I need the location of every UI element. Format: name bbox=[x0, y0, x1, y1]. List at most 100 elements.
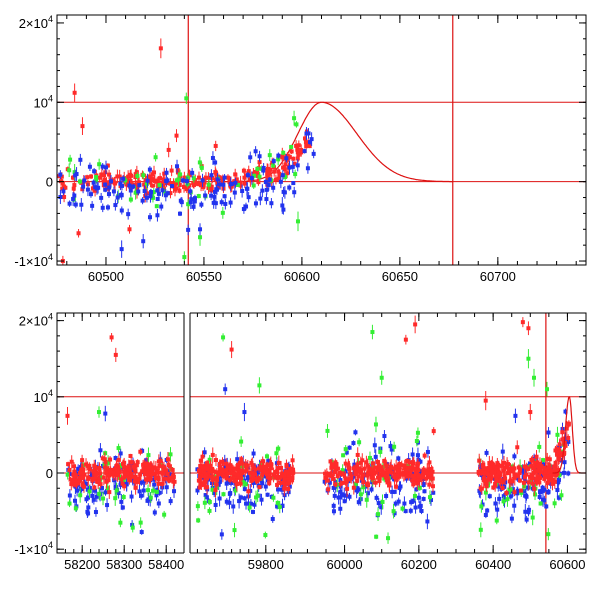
data-point bbox=[496, 484, 501, 489]
data-point bbox=[553, 460, 558, 465]
data-point bbox=[217, 479, 222, 484]
data-point bbox=[85, 175, 90, 180]
data-point bbox=[398, 484, 403, 489]
data-point bbox=[538, 489, 543, 494]
data-point bbox=[271, 163, 276, 168]
data-point bbox=[119, 477, 124, 482]
data-point bbox=[97, 410, 101, 415]
data-point bbox=[128, 178, 133, 183]
y-tick-label: -1×104 bbox=[14, 540, 53, 557]
data-point bbox=[107, 172, 112, 177]
data-point bbox=[62, 194, 67, 199]
data-point bbox=[276, 446, 281, 451]
data-point bbox=[91, 469, 96, 474]
data-point bbox=[117, 470, 122, 475]
data-point bbox=[482, 471, 487, 476]
data-point bbox=[232, 478, 237, 483]
data-point bbox=[547, 457, 552, 462]
data-point bbox=[325, 428, 330, 433]
data-point bbox=[233, 180, 238, 185]
data-point bbox=[165, 178, 170, 183]
data-point bbox=[210, 477, 215, 482]
data-point bbox=[61, 189, 66, 194]
data-point bbox=[372, 443, 377, 448]
data-point bbox=[338, 506, 343, 511]
x-tick-label: 60550 bbox=[186, 269, 222, 284]
data-point bbox=[546, 465, 551, 470]
data-point bbox=[135, 174, 140, 179]
data-point bbox=[281, 207, 286, 212]
data-point bbox=[283, 175, 288, 180]
data-point bbox=[154, 493, 159, 498]
data-point bbox=[225, 175, 230, 180]
y-tick-label: 0 bbox=[46, 466, 53, 481]
data-point bbox=[116, 491, 121, 496]
data-point bbox=[386, 536, 391, 541]
data-point bbox=[393, 501, 398, 506]
data-point bbox=[351, 466, 356, 471]
y-tick-label: 2×104 bbox=[19, 14, 53, 31]
data-point bbox=[541, 465, 546, 470]
data-point bbox=[277, 171, 282, 176]
data-point bbox=[343, 476, 348, 481]
data-point bbox=[512, 454, 517, 459]
data-point bbox=[541, 462, 546, 467]
data-point bbox=[107, 185, 112, 190]
data-point bbox=[559, 453, 564, 458]
series-red bbox=[66, 420, 571, 499]
data-point bbox=[209, 193, 214, 198]
data-point bbox=[387, 483, 392, 488]
data-point bbox=[113, 203, 118, 208]
data-point bbox=[400, 471, 405, 476]
data-point bbox=[532, 486, 537, 491]
data-point bbox=[128, 188, 133, 193]
x-tick-label: 60700 bbox=[480, 269, 516, 284]
data-point bbox=[170, 184, 175, 189]
data-point bbox=[191, 183, 196, 188]
data-point bbox=[224, 481, 229, 486]
data-point bbox=[417, 504, 422, 509]
data-point bbox=[87, 164, 92, 169]
data-point bbox=[152, 170, 157, 175]
data-point bbox=[265, 492, 270, 497]
data-point bbox=[165, 191, 170, 196]
data-point bbox=[280, 203, 285, 208]
data-point bbox=[81, 483, 86, 488]
data-point bbox=[228, 182, 233, 187]
data-point bbox=[168, 499, 173, 504]
data-point bbox=[408, 470, 413, 475]
y-tick-mantissa: -1×10 bbox=[14, 254, 48, 269]
data-point bbox=[392, 489, 397, 494]
data-point bbox=[160, 181, 165, 186]
data-point bbox=[329, 462, 334, 467]
data-point bbox=[126, 464, 131, 469]
data-point bbox=[374, 495, 379, 500]
data-point bbox=[289, 149, 294, 154]
data-point bbox=[159, 470, 164, 475]
data-point bbox=[230, 466, 235, 471]
data-point bbox=[116, 457, 121, 462]
data-point bbox=[224, 499, 229, 504]
data-point bbox=[166, 147, 171, 152]
data-point bbox=[530, 481, 535, 486]
data-point bbox=[59, 174, 64, 179]
data-point bbox=[263, 469, 268, 474]
y-tick-mantissa: -1×10 bbox=[14, 542, 48, 557]
data-point bbox=[556, 495, 561, 500]
data-point bbox=[115, 174, 120, 179]
data-point bbox=[532, 375, 536, 380]
data-point bbox=[154, 489, 159, 494]
data-point bbox=[520, 469, 525, 474]
data-point bbox=[225, 471, 230, 476]
data-point bbox=[532, 469, 537, 474]
data-point bbox=[380, 499, 385, 504]
data-point bbox=[71, 186, 76, 191]
data-point bbox=[76, 231, 81, 236]
data-point bbox=[202, 180, 207, 185]
data-point bbox=[542, 498, 547, 503]
data-point bbox=[382, 458, 387, 463]
data-point bbox=[198, 227, 203, 232]
data-point bbox=[394, 484, 399, 489]
data-point bbox=[252, 173, 257, 178]
data-point bbox=[392, 444, 397, 449]
